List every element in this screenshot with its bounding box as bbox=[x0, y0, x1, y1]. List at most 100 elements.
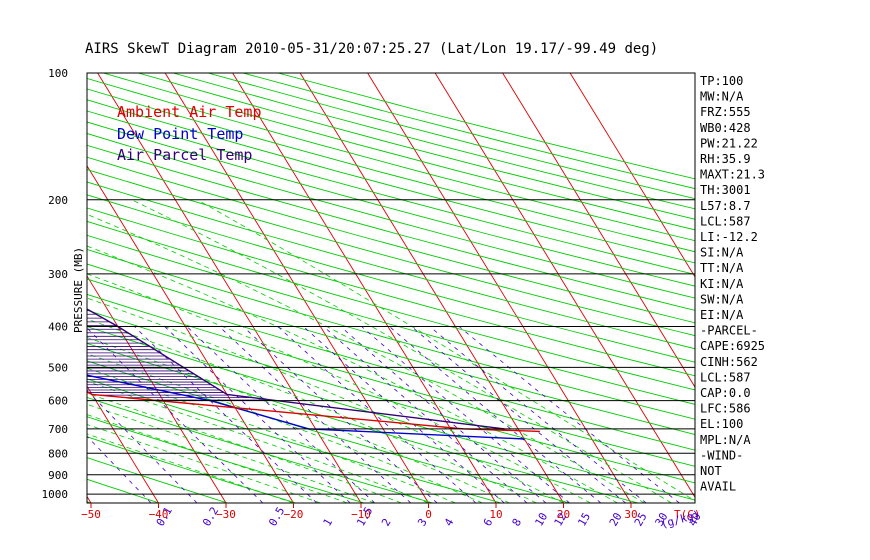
moist-adiabat-line bbox=[131, 199, 672, 503]
mixing-ratio-tick-label: 25 bbox=[632, 511, 650, 529]
pressure-tick-label: 300 bbox=[48, 268, 68, 281]
pressure-tick-label: 600 bbox=[48, 395, 68, 408]
legend-item-ambient: Ambient Air Temp bbox=[117, 103, 262, 121]
ambient-temp-curve bbox=[87, 391, 540, 433]
mixing-ratio-line bbox=[389, 326, 602, 503]
mixing-ratio-tick-label: 10 bbox=[532, 511, 550, 529]
dry-adiabat-line bbox=[87, 133, 695, 299]
y-axis-label: PRESSURE (MB) bbox=[72, 247, 85, 333]
plot-area bbox=[0, 73, 695, 503]
mixing-ratio-tick-label: 1 bbox=[321, 516, 336, 528]
index-label: MPL:N/A bbox=[700, 433, 751, 447]
isotherm-line bbox=[434, 73, 695, 499]
mixing-ratio-tick-label: 4 bbox=[442, 516, 457, 529]
cape-hatching bbox=[87, 309, 273, 401]
dry-adiabat-line bbox=[87, 88, 695, 253]
moist-adiabat-line bbox=[87, 403, 375, 503]
moist-adiabat-line bbox=[87, 380, 429, 503]
dry-adiabat-line bbox=[87, 416, 365, 503]
index-label: EL:100 bbox=[700, 417, 743, 431]
axis-ticks: −120−110−100−90−80−70−60−50−40−50−40−30−… bbox=[42, 67, 704, 531]
mixing-ratio-tick-label: 2 bbox=[379, 516, 394, 528]
mixing-ratio-tick-label: 30 bbox=[653, 511, 671, 529]
dry-adiabat-line bbox=[87, 169, 695, 337]
pressure-tick-label: 100 bbox=[48, 67, 68, 80]
moist-adiabat-line bbox=[87, 337, 510, 503]
isotherm-line bbox=[502, 73, 695, 388]
mixing-ratio-line bbox=[134, 326, 318, 503]
index-label: SW:N/A bbox=[700, 292, 744, 306]
dry-adiabat-line bbox=[87, 99, 695, 264]
moist-adiabat-line bbox=[87, 245, 618, 503]
dry-adiabat-line bbox=[87, 220, 695, 391]
mixing-ratio-tick-label: 12 bbox=[552, 511, 570, 529]
isotherm-line bbox=[164, 73, 429, 503]
index-label: CINH:562 bbox=[700, 355, 758, 369]
pressure-tick-label: 400 bbox=[48, 321, 68, 334]
moist-adiabat-line bbox=[87, 273, 591, 503]
dry-adiabat-line bbox=[207, 73, 695, 200]
mixing-ratio-line bbox=[411, 326, 626, 503]
bottom-temp-tick-label: −10 bbox=[351, 508, 371, 521]
dry-adiabat-line bbox=[87, 436, 297, 503]
index-label: LFC:586 bbox=[700, 402, 751, 416]
isotherm-line bbox=[87, 385, 159, 503]
index-label: L57:8.7 bbox=[700, 199, 751, 213]
mixing-ratio-tick-label: 20 bbox=[607, 511, 625, 529]
mixing-ratio-line bbox=[87, 389, 198, 503]
index-label: -WIND- bbox=[700, 448, 743, 462]
index-label: SI:N/A bbox=[700, 246, 744, 260]
dry-adiabat-line bbox=[87, 144, 695, 311]
dry-adiabat-line bbox=[87, 293, 695, 467]
bottom-temp-tick-label: 30 bbox=[624, 508, 637, 521]
pressure-tick-label: 800 bbox=[48, 447, 68, 460]
moist-adiabat-line bbox=[197, 199, 695, 502]
index-label: LI:-12.2 bbox=[700, 230, 758, 244]
index-label: FRZ:555 bbox=[700, 105, 751, 119]
isotherm-line bbox=[87, 275, 227, 503]
index-label: -PARCEL- bbox=[700, 324, 758, 338]
legend: Ambient Air Temp Dew Point Temp Air Parc… bbox=[117, 103, 262, 164]
dry-adiabat-line bbox=[87, 457, 228, 503]
bottom-temp-tick-label: −50 bbox=[81, 508, 101, 521]
mixing-ratio-line bbox=[303, 326, 505, 503]
pressure-tick-label: 1000 bbox=[42, 488, 69, 501]
dry-adiabat-line bbox=[87, 156, 695, 324]
index-label: LCL:587 bbox=[700, 214, 751, 228]
index-label: TH:3001 bbox=[700, 183, 751, 197]
index-label: EI:N/A bbox=[700, 308, 744, 322]
index-label: CAP:0.0 bbox=[700, 386, 751, 400]
profile-curves bbox=[87, 308, 540, 440]
index-label: KI:N/A bbox=[700, 277, 744, 291]
legend-item-parcel: Air Parcel Temp bbox=[117, 146, 252, 164]
mixing-ratio-line bbox=[458, 326, 680, 503]
dry-adiabat-line bbox=[0, 73, 22, 503]
index-label: MW:N/A bbox=[700, 90, 744, 104]
mixing-ratio-line bbox=[242, 326, 438, 503]
mixing-ratio-tick-label: 8 bbox=[510, 516, 525, 528]
index-label: NOT bbox=[700, 464, 722, 478]
pressure-tick-label: 900 bbox=[48, 469, 68, 482]
dry-adiabat-line bbox=[87, 234, 695, 405]
dry-adiabat-line bbox=[87, 278, 695, 451]
dry-adiabat-line bbox=[87, 309, 695, 484]
isotherm-line bbox=[87, 164, 294, 503]
moist-adiabat-line bbox=[87, 297, 564, 503]
adiabat-grid bbox=[0, 73, 695, 503]
moist-adiabat-line bbox=[87, 353, 483, 503]
dry-adiabat-line bbox=[87, 110, 695, 275]
isotherm-line bbox=[97, 73, 362, 503]
index-label: TT:N/A bbox=[700, 261, 744, 275]
mixing-ratio-line bbox=[429, 326, 647, 503]
mixing-ratio-line bbox=[219, 326, 412, 503]
mixing-ratio-line bbox=[87, 435, 152, 503]
legend-item-dewpoint: Dew Point Temp bbox=[117, 125, 243, 143]
pressure-tick-label: 200 bbox=[48, 194, 68, 207]
dry-adiabat-line bbox=[87, 248, 695, 420]
plot-frame bbox=[86, 72, 696, 504]
dry-adiabat-line bbox=[87, 326, 695, 501]
bottom-temp-tick-label: −20 bbox=[284, 508, 304, 521]
isotherm-line bbox=[569, 73, 695, 278]
index-label: WB0:428 bbox=[700, 121, 751, 135]
